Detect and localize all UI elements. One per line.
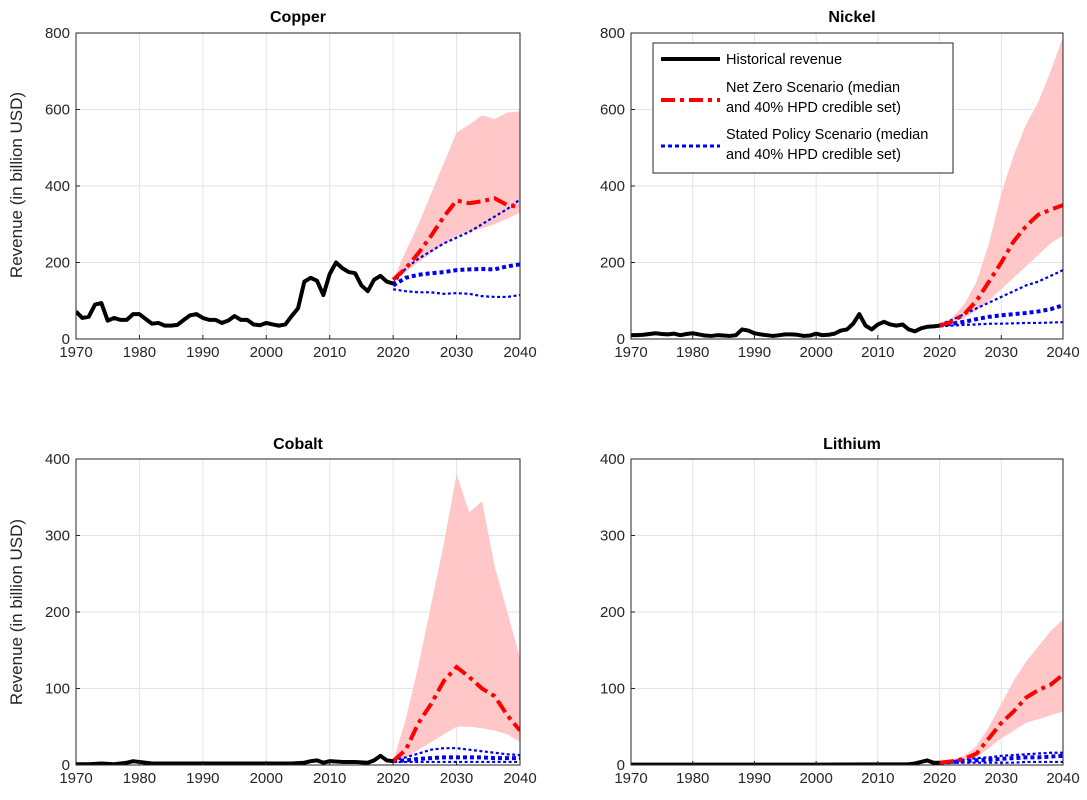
lithium-ytick-label: 400 [600, 451, 625, 468]
copper-xtick-label: 2000 [250, 344, 283, 361]
legend-label-net-zero-2: and 40% HPD credible set) [726, 100, 901, 116]
legend-label-historical: Historical revenue [726, 52, 842, 68]
cobalt-xtick-label: 2000 [250, 770, 283, 787]
legend-label-net-zero-1: Net Zero Scenario (median [726, 80, 900, 96]
lithium-ytick-label: 200 [600, 604, 625, 621]
copper-stated-policy-median [392, 262, 520, 288]
cobalt-ytick-label: 300 [45, 528, 70, 545]
copper-stated-policy-upper [392, 198, 520, 285]
cobalt-xtick-label: 2010 [313, 770, 346, 787]
legend-label-stated-policy-2: and 40% HPD credible set) [726, 147, 901, 163]
nickel-xtick-label: 1990 [738, 344, 771, 361]
copper-ytick-label: 800 [45, 25, 70, 42]
cobalt-net-zero-band [393, 474, 520, 762]
nickel-stated-policy-lower [939, 321, 1063, 328]
copper-ytick-label: 200 [45, 255, 70, 272]
panel-title-lithium: Lithium [823, 436, 881, 453]
cobalt-historical-line [76, 753, 394, 765]
panel-title-nickel: Nickel [828, 9, 875, 26]
panel-title-copper: Copper [270, 9, 326, 26]
nickel-ytick-label: 600 [600, 102, 625, 119]
panel-lithium: 1970 1980 1990 2000 2010 2020 2030 2040 0 100 200 3… [600, 451, 1080, 787]
lithium-ytick-label: 100 [600, 681, 625, 698]
cobalt-xtick-label: 2040 [503, 770, 536, 787]
copper-net-zero-median [391, 196, 520, 282]
lithium-xtick-label: 2010 [861, 770, 894, 787]
lithium-net-zero-median [939, 673, 1063, 765]
cobalt-ytick-label: 400 [45, 451, 70, 468]
copper-historical-line [76, 260, 394, 328]
nickel-xtick-label: 1970 [614, 344, 647, 361]
cobalt-net-zero-median [391, 664, 520, 763]
nickel-xtick-label: 2030 [985, 344, 1018, 361]
copper-xtick-label: 2030 [440, 344, 473, 361]
nickel-xtick-label: 2010 [861, 344, 894, 361]
ylabel-top: Revenue (in billion USD) [7, 92, 26, 278]
cobalt-stated-policy-median [393, 755, 520, 764]
nickel-data [631, 36, 1063, 338]
cobalt-xtick-label: 1990 [186, 770, 219, 787]
copper-xtick-label: 1970 [59, 344, 92, 361]
lithium-net-zero-band [939, 619, 1063, 763]
copper-xtick-label: 1990 [186, 344, 219, 361]
copper-ytick-label: 400 [45, 178, 70, 195]
nickel-xtick-label: 1980 [676, 344, 709, 361]
nickel-historical-line [631, 312, 940, 338]
ylabel-bottom: Revenue (in billion USD) [7, 519, 26, 705]
nickel-net-zero-median [938, 203, 1063, 328]
nickel-xtick-label: 2020 [923, 344, 956, 361]
nickel-ytick-label: 400 [600, 178, 625, 195]
lithium-stated-policy-upper [939, 751, 1063, 764]
cobalt-data [76, 474, 520, 765]
lithium-xtick-label: 2020 [923, 770, 956, 787]
copper-xtick-label: 1980 [123, 344, 156, 361]
lithium-xtick-label: 2000 [799, 770, 832, 787]
copper-stated-policy-lower [392, 288, 520, 299]
lithium-xtick-label: 1990 [738, 770, 771, 787]
legend-box [652, 42, 954, 174]
panel-copper: 1970 1980 1990 2000 2010 2020 2030 2040 0 200 400 6… [45, 25, 537, 361]
lithium-xtick-label: 2030 [985, 770, 1018, 787]
copper-xtick-label: 2010 [313, 344, 346, 361]
lithium-ytick-label: 0 [617, 757, 625, 774]
nickel-xtick-label: 2000 [799, 344, 832, 361]
copper-ytick-label: 600 [45, 102, 70, 119]
cobalt-xtick-label: 2030 [440, 770, 473, 787]
copper-xtick-label: 2040 [503, 344, 536, 361]
copper-data [76, 111, 520, 328]
nickel-xtick-label: 2040 [1046, 344, 1079, 361]
lithium-ytick-label: 300 [600, 528, 625, 545]
panel-title-cobalt: Cobalt [273, 436, 323, 453]
cobalt-xtick-label: 1980 [123, 770, 156, 787]
cobalt-xtick-label: 2020 [376, 770, 409, 787]
nickel-ytick-label: 0 [617, 331, 625, 348]
legend-label-stated-policy-1: Stated Policy Scenario (median [726, 127, 928, 143]
copper-net-zero-band [393, 111, 520, 280]
cobalt-xtick-label: 1970 [59, 770, 92, 787]
nickel-ytick-label: 200 [600, 255, 625, 272]
cobalt-ytick-label: 100 [45, 681, 70, 698]
nickel-ytick-label: 800 [600, 25, 625, 42]
cobalt-ytick-label: 0 [62, 757, 70, 774]
copper-xtick-label: 2020 [376, 344, 409, 361]
legend: Historical revenue Net Zero Scenario (me… [652, 42, 954, 174]
lithium-xtick-label: 2040 [1046, 770, 1079, 787]
nickel-net-zero-band [939, 36, 1063, 326]
lithium-xtick-label: 1970 [614, 770, 647, 787]
copper-ytick-label: 0 [62, 331, 70, 348]
lithium-xtick-label: 1980 [676, 770, 709, 787]
cobalt-ytick-label: 200 [45, 604, 70, 621]
panel-cobalt: 1970 1980 1990 2000 2010 2020 2030 2040 0 100 200 3… [45, 451, 537, 787]
